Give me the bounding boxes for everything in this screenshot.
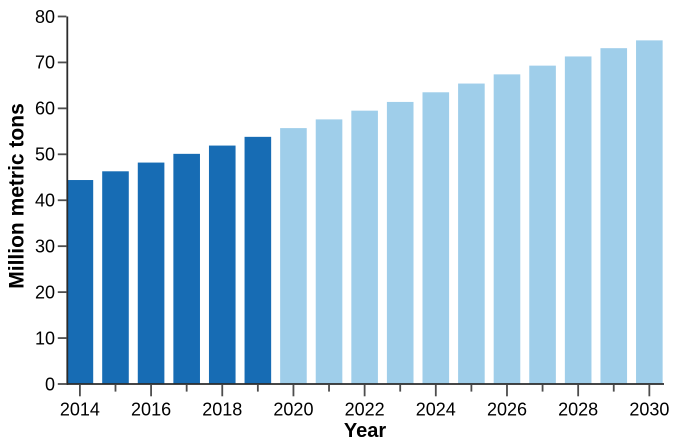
svg-text:20: 20 [35, 282, 55, 302]
svg-text:2022: 2022 [345, 399, 385, 419]
svg-text:2016: 2016 [131, 399, 171, 419]
svg-text:70: 70 [35, 53, 55, 73]
svg-text:Million metric tons: Million metric tons [6, 103, 29, 289]
svg-text:2026: 2026 [487, 399, 527, 419]
svg-text:Year: Year [344, 420, 386, 442]
svg-text:2020: 2020 [273, 399, 313, 419]
svg-text:40: 40 [35, 191, 55, 211]
svg-text:2030: 2030 [629, 399, 669, 419]
svg-text:50: 50 [35, 145, 55, 165]
svg-text:30: 30 [35, 236, 55, 256]
svg-text:0: 0 [45, 374, 55, 394]
svg-text:2018: 2018 [202, 399, 242, 419]
svg-text:2014: 2014 [60, 399, 100, 419]
svg-text:2028: 2028 [558, 399, 598, 419]
svg-text:60: 60 [35, 99, 55, 119]
svg-text:10: 10 [35, 328, 55, 348]
svg-text:80: 80 [35, 7, 55, 27]
svg-text:2024: 2024 [416, 399, 456, 419]
